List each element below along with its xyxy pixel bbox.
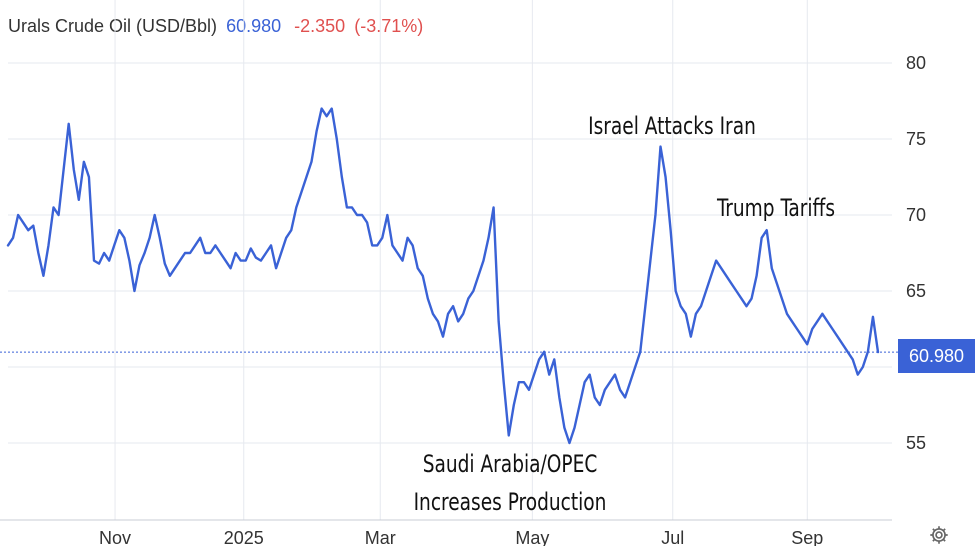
x-tick-label: Mar [365, 528, 396, 546]
y-tick-label: 80 [906, 53, 926, 73]
y-tick-label: 75 [906, 129, 926, 149]
y-tick-label: 55 [906, 433, 926, 453]
y-tick-label: 65 [906, 281, 926, 301]
last-price-tag: 60.980 [898, 339, 975, 373]
annotation-trump-tariffs: Trump Tariffs [716, 194, 836, 222]
gear-icon[interactable] [928, 524, 950, 546]
x-tick-label: Sep [791, 528, 823, 546]
annotation-israel-attacks-iran: Israel Attacks Iran [588, 112, 756, 140]
price-series-line [6, 107, 880, 445]
chart-title: Urals Crude Oil (USD/Bbl) [8, 16, 218, 36]
x-tick-label: May [515, 528, 549, 546]
x-tick-label: Jul [661, 528, 684, 546]
price-change-percent: (-3.71%) [354, 16, 424, 36]
chart-header: Urals Crude Oil (USD/Bbl) 60.980 -2.350 … [8, 16, 423, 37]
annotation-saudi-opec-line2: Increases Production [413, 488, 607, 516]
price-change: -2.350 [294, 16, 346, 36]
x-tick-label: 2025 [224, 528, 264, 546]
current-price: 60.980 [226, 16, 282, 36]
annotation-saudi-opec-line1: Saudi Arabia/OPEC [422, 450, 598, 478]
x-tick-label: Nov [99, 528, 131, 546]
y-tick-label: 70 [906, 205, 926, 225]
